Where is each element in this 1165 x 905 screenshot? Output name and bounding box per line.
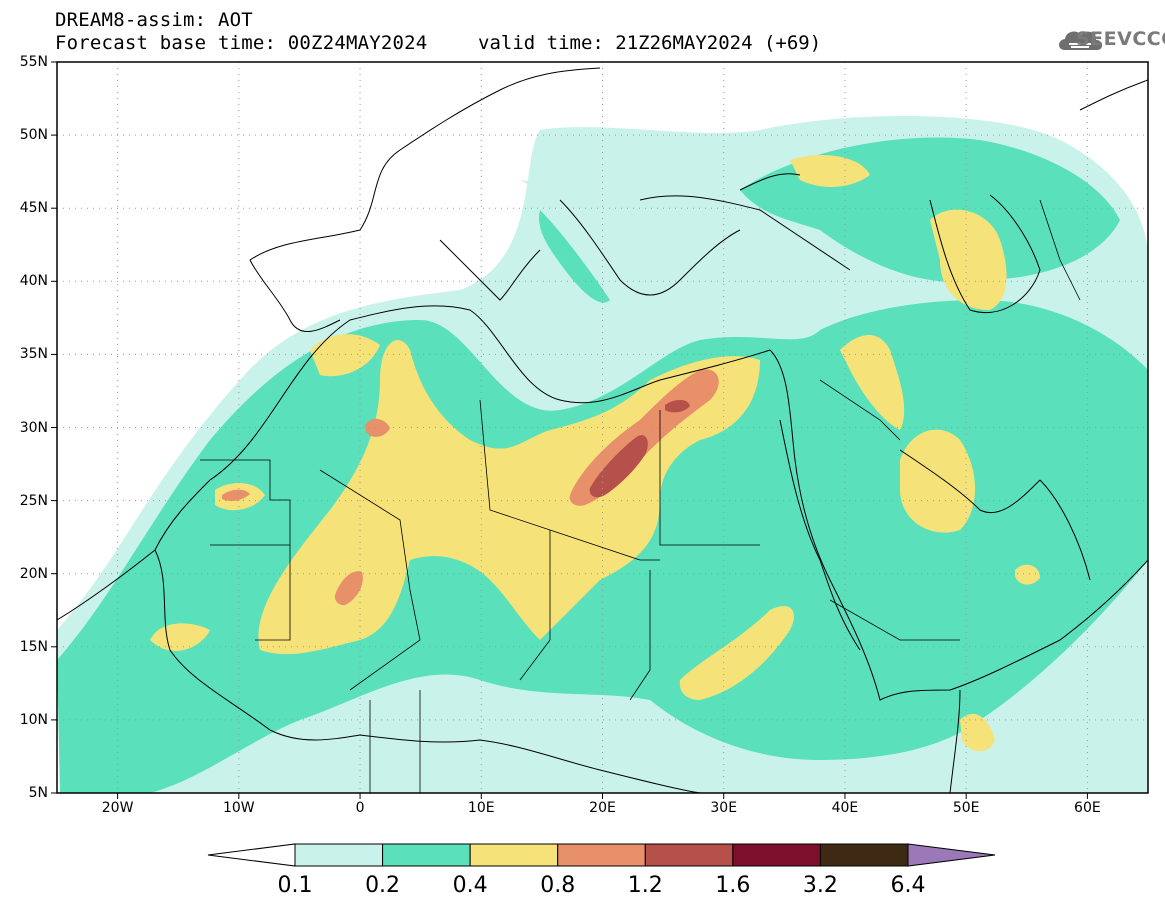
lat-label: 40N (19, 273, 48, 290)
colorbar-label: 1.2 (627, 873, 663, 898)
aot-band-1-2 (589, 399, 690, 498)
aot-band-0-4 (150, 155, 1040, 752)
colorbar-label: 6.4 (890, 873, 926, 898)
colorbar-label: 0.8 (540, 873, 576, 898)
title-line: DREAM8-assim: AOT (55, 9, 253, 31)
colorbar-label: 0.1 (277, 873, 313, 898)
colorbar-swatch (644, 843, 734, 867)
coastlines (57, 67, 1148, 793)
colorbar-swatch (382, 843, 471, 867)
lon-label: 50E (952, 800, 980, 816)
lat-label: 15N (19, 638, 48, 655)
lat-label: 35N (19, 346, 48, 363)
lat-label: 5N (28, 785, 48, 801)
lon-label: 10E (467, 800, 495, 816)
colorbar (207, 843, 996, 867)
lat-label: 55N (19, 54, 48, 70)
colorbar-label: 0.2 (365, 873, 401, 898)
colorbar-swatch (557, 843, 646, 867)
lat-label: 50N (19, 127, 48, 144)
lon-label: 0 (355, 800, 365, 816)
lat-label: 30N (19, 419, 48, 436)
colorbar-over-triangle (907, 843, 996, 867)
colorbar-swatch (732, 843, 821, 867)
colorbar-swatch (819, 843, 909, 867)
colorbar-label: 1.6 (715, 873, 751, 898)
colorbar-label: 3.2 (802, 873, 838, 898)
lat-label: 25N (19, 492, 48, 509)
base-time-line: Forecast base time: 00Z24MAY2024 (55, 32, 428, 54)
country-borders (200, 199, 1081, 793)
colorbar-label: 0.4 (452, 873, 488, 898)
lon-label: 20E (589, 800, 616, 816)
valid-time-line: valid time: 21Z26MAY2024 (+69) (478, 32, 822, 54)
logo-text: SEEVCCC (1076, 28, 1165, 50)
lat-label: 20N (19, 565, 48, 582)
colorbar-swatch (294, 843, 384, 867)
lat-label: 45N (19, 200, 48, 217)
lon-label: 40E (831, 800, 859, 816)
colorbar-swatch (469, 843, 559, 867)
lon-label: 30E (710, 800, 738, 816)
lon-label: 60E (1074, 800, 1101, 816)
lon-label: 20W (101, 800, 134, 816)
lat-label: 10N (19, 711, 48, 728)
colorbar-under-triangle (207, 843, 296, 867)
lon-label: 10W (222, 800, 255, 816)
cloud-logo-icon (1059, 31, 1103, 50)
axis-ticks (51, 61, 1088, 799)
